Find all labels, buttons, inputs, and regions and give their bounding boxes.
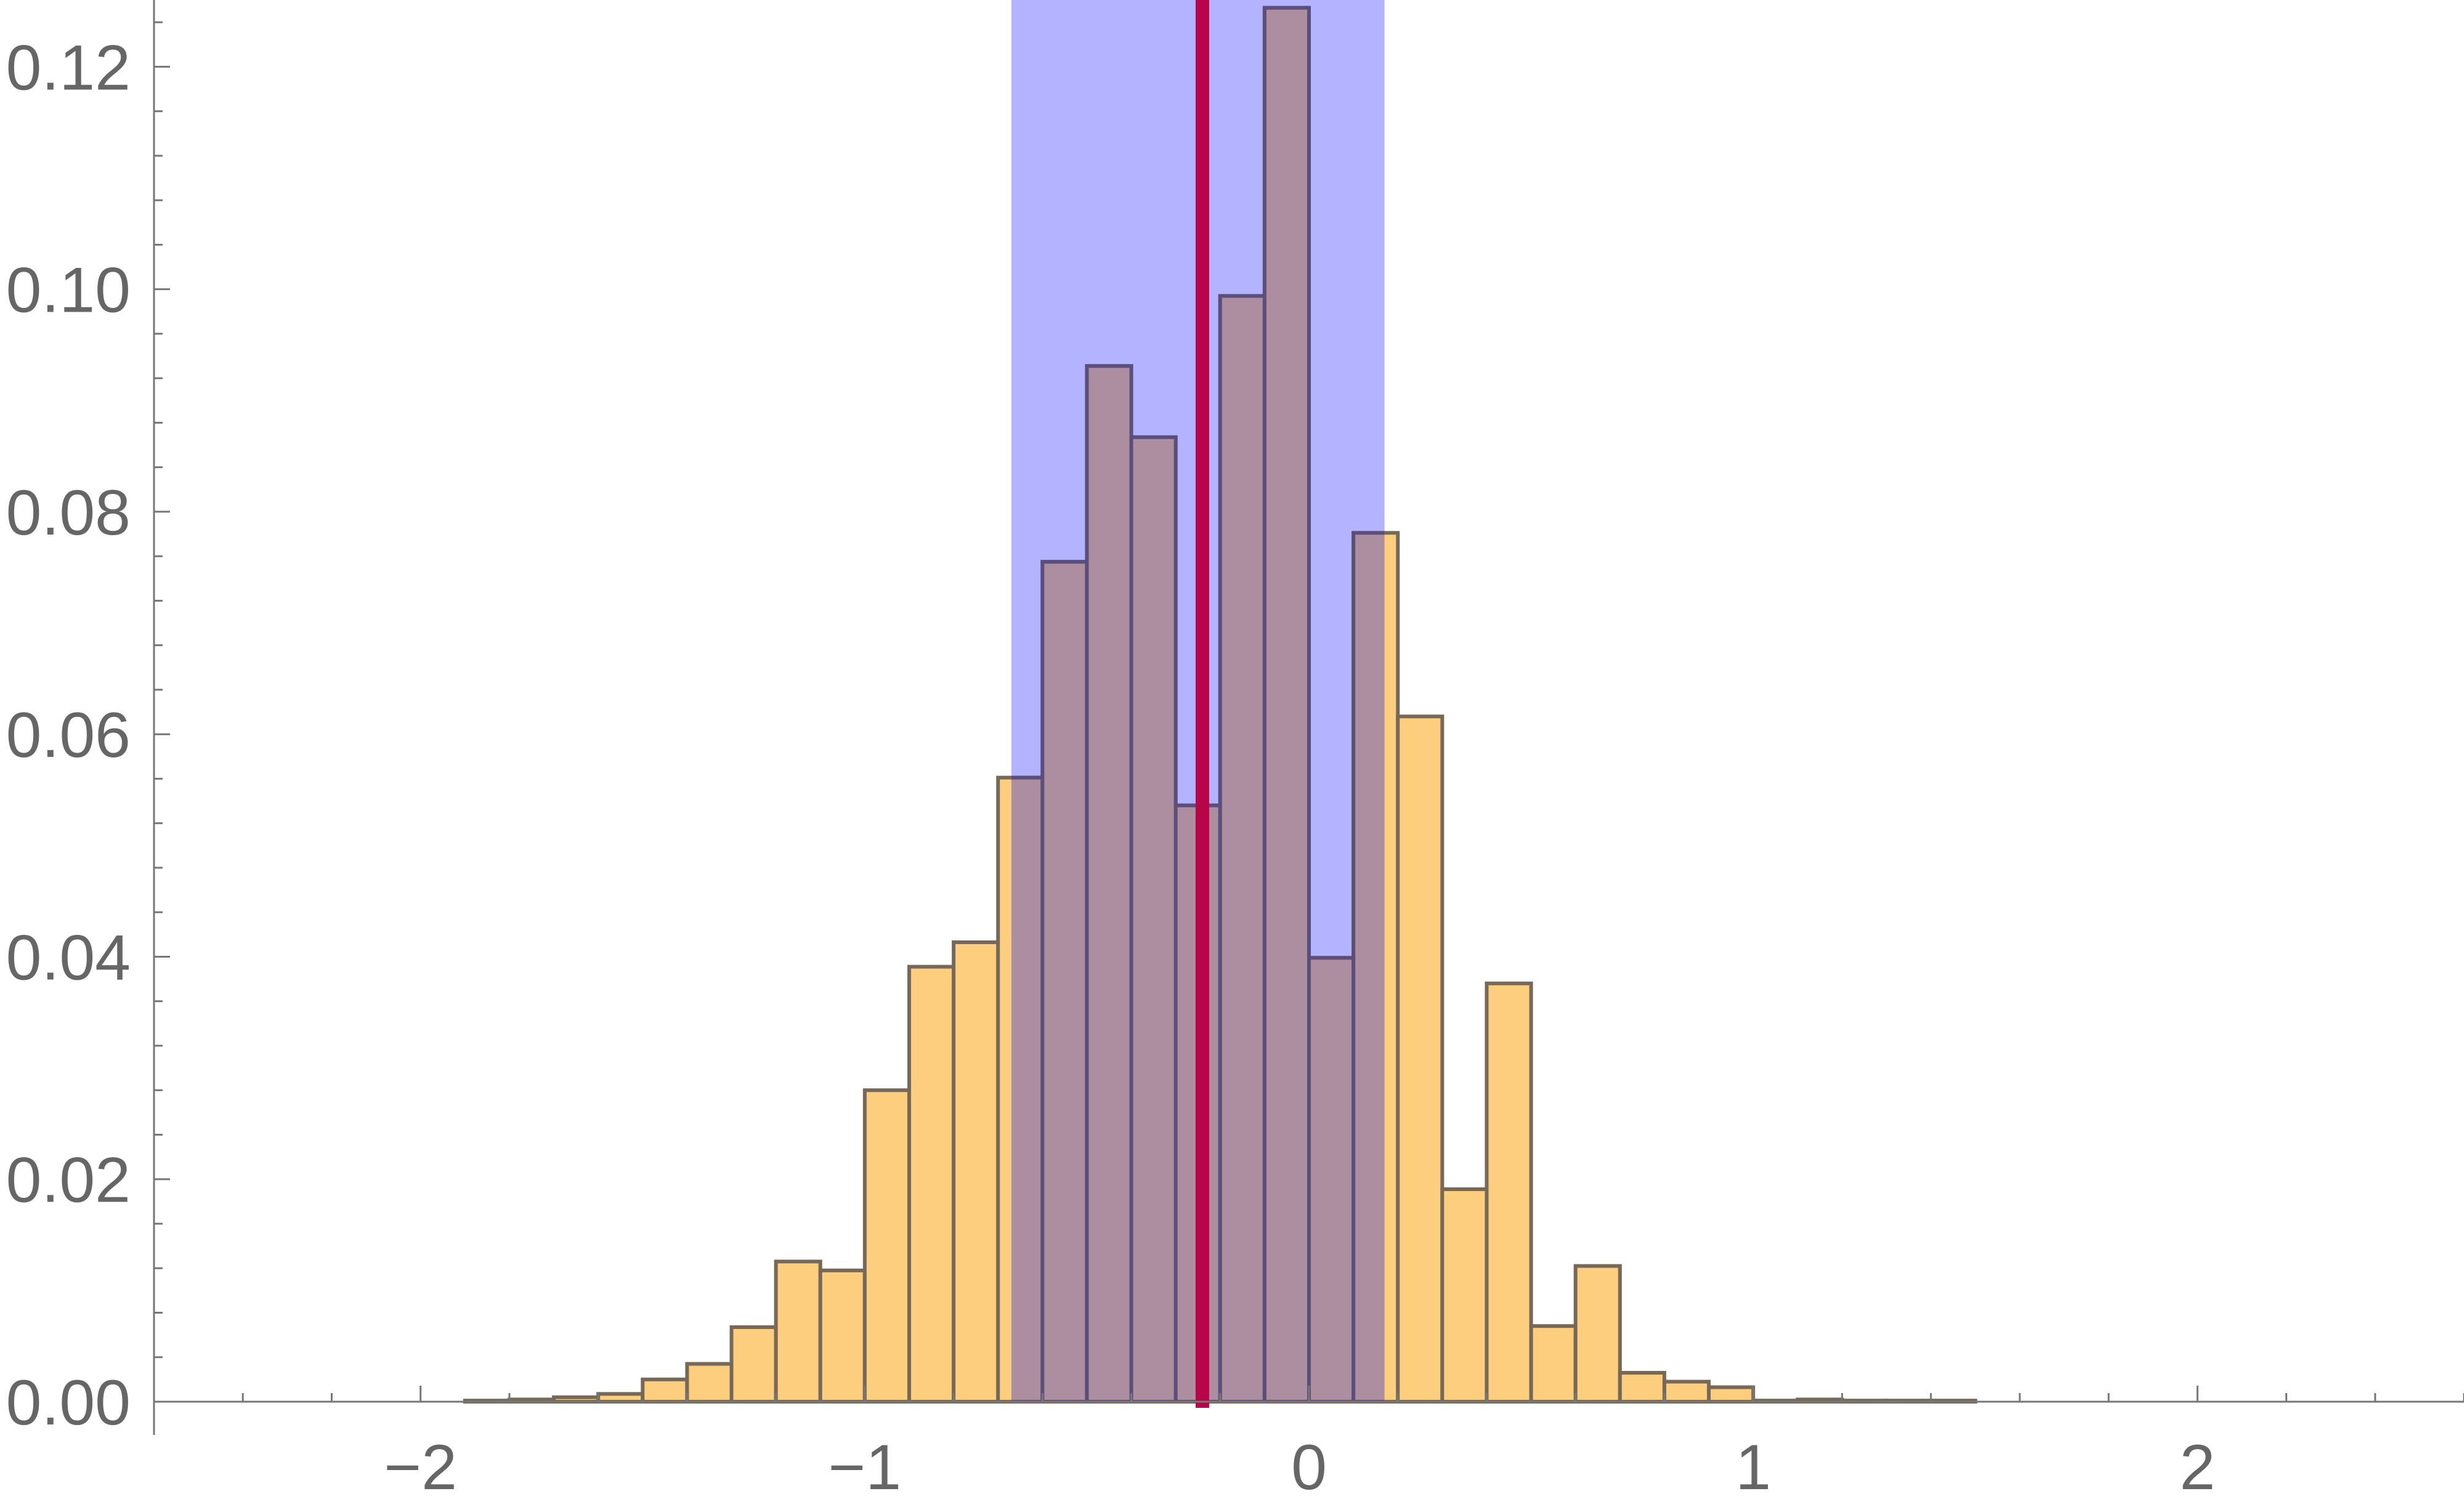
histogram-bar bbox=[1529, 1324, 1578, 1404]
histogram-bar-overlap bbox=[1307, 956, 1356, 1402]
histogram-bar bbox=[1618, 1371, 1666, 1404]
histogram-bar bbox=[907, 964, 956, 1404]
x-tick-label: 0 bbox=[1291, 1432, 1327, 1499]
y-tick-label: 0.12 bbox=[6, 32, 131, 103]
histogram-bar bbox=[729, 1325, 778, 1404]
histogram-bar-overlap bbox=[1129, 435, 1178, 1402]
histogram-bar-overlap bbox=[1352, 531, 1385, 1402]
histogram-bar bbox=[1485, 981, 1533, 1404]
y-axis-ticks: 0.00 0.02 0.04 0.06 0.08 0.10 0.12 bbox=[6, 21, 170, 1439]
histogram-bar bbox=[862, 1088, 911, 1404]
histogram-bar bbox=[641, 1377, 689, 1404]
y-tick-label: 0.04 bbox=[6, 922, 131, 993]
highlight-band-overlap bbox=[1011, 6, 1385, 1402]
histogram-bar-overlap bbox=[1218, 294, 1266, 1402]
y-tick-label: 0.00 bbox=[6, 1367, 131, 1439]
x-tick-label: −2 bbox=[384, 1432, 457, 1499]
y-tick-label: 0.08 bbox=[6, 477, 131, 549]
histogram-bar bbox=[596, 1392, 645, 1404]
histogram-bar bbox=[1440, 1187, 1489, 1404]
histogram-bar bbox=[774, 1259, 822, 1404]
histogram-bar-overlap bbox=[1085, 364, 1133, 1402]
histogram-bar bbox=[1396, 714, 1445, 1404]
histogram-bar bbox=[818, 1268, 867, 1404]
histogram-bar bbox=[1662, 1380, 1711, 1404]
x-tick-label: 2 bbox=[2179, 1432, 2215, 1499]
x-tick-label: 1 bbox=[1735, 1432, 1771, 1499]
histogram-bar-overlap bbox=[1262, 6, 1311, 1402]
histogram-bar-overlap bbox=[1040, 560, 1089, 1402]
y-tick-label: 0.02 bbox=[6, 1145, 131, 1216]
y-tick-label: 0.06 bbox=[6, 700, 131, 771]
y-tick-label: 0.10 bbox=[6, 255, 131, 326]
histogram-bar bbox=[1707, 1385, 1756, 1404]
histogram-bar bbox=[952, 940, 1000, 1404]
histogram-bar bbox=[1573, 1264, 1622, 1404]
histogram-bar bbox=[685, 1362, 734, 1404]
x-tick-label: −1 bbox=[829, 1432, 902, 1499]
x-axis-ticks: −2 −1 0 1 2 bbox=[153, 1386, 2464, 1499]
